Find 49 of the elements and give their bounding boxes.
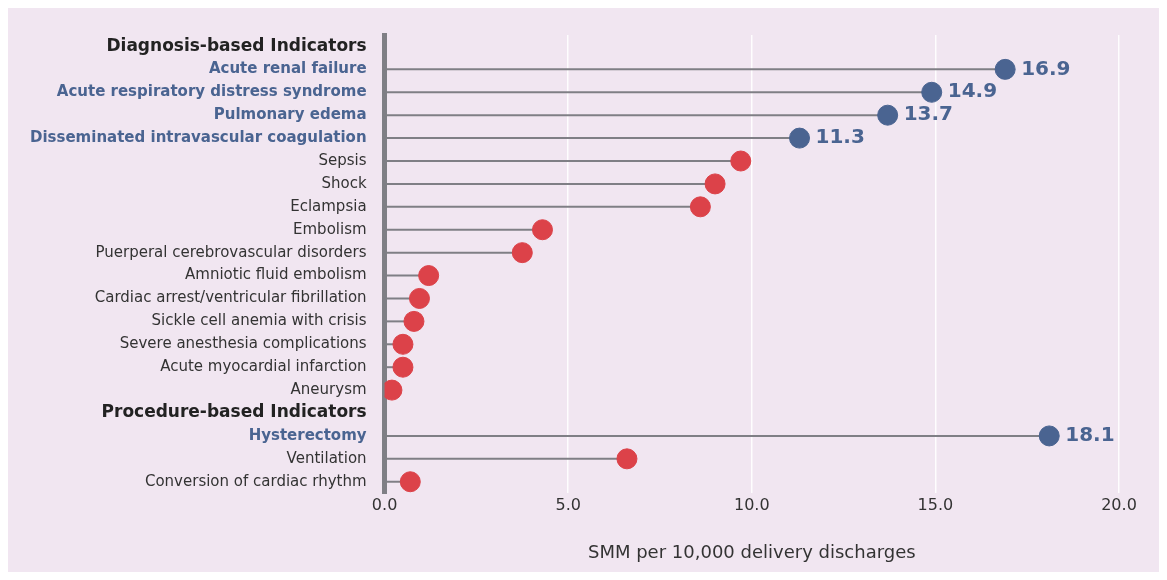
y-tick-label: Cardiac arrest/ventricular fibrillation (94, 288, 367, 307)
x-tick-label: 5.0 (555, 494, 581, 514)
x-tick-label: 20.0 (1101, 494, 1137, 514)
point (418, 265, 440, 287)
point (689, 196, 711, 218)
y-tick-label: Disseminated intravascular coagulation (29, 127, 367, 146)
point (399, 471, 421, 493)
point (921, 81, 943, 103)
y-tick-label: Aneurysm (290, 380, 367, 398)
point (403, 310, 425, 332)
x-tick-label: 15.0 (917, 494, 954, 514)
point (704, 173, 726, 195)
y-tick-label: Pulmonary edema (213, 105, 367, 124)
y-tick-label: Puerperal cerebrovascular disorders (95, 242, 367, 261)
y-tick-label: Shock (321, 173, 367, 192)
y-tick-label: Sepsis (318, 150, 367, 169)
y-tick-label: Procedure-based Indicators (101, 401, 367, 422)
data-label: 14.9 (947, 78, 998, 103)
point (511, 242, 533, 264)
x-axis-title: SMM per 10,000 delivery discharges (587, 540, 916, 562)
point (877, 104, 899, 126)
point (392, 356, 414, 378)
y-tick-label: Acute renal failure (208, 59, 367, 78)
data-label: 16.9 (1021, 55, 1071, 80)
data-label: 13.7 (903, 101, 954, 126)
data-label: 18.1 (1065, 422, 1115, 447)
y-tick-label: Conversion of cardiac rhythm (144, 471, 367, 490)
point (1038, 425, 1060, 447)
y-tick-label: Diagnosis-based Indicators (106, 34, 367, 55)
y-tick-label: Embolism (293, 219, 367, 238)
point (994, 58, 1016, 80)
y-tick-label: Acute respiratory distress syndrome (56, 82, 367, 101)
x-tick-label: 10.0 (733, 494, 770, 514)
y-tick-label: Ventilation (286, 448, 367, 467)
data-label: 11.3 (815, 124, 865, 149)
point (730, 150, 752, 172)
y-tick-label: Acute myocardial infarction (160, 357, 367, 376)
point (384, 379, 403, 401)
point (392, 333, 414, 355)
y-tick-label: Sickle cell anemia with crisis (151, 311, 367, 330)
y-tick-label: Severe anesthesia complications (119, 334, 367, 353)
point (408, 287, 430, 309)
y-tick-label: Eclampsia (290, 196, 367, 215)
point (531, 219, 553, 241)
x-tick-label: 0.0 (371, 494, 398, 514)
y-tick-label: Amniotic fluid embolism (185, 265, 367, 284)
y-tick-label: Hysterectomy (248, 425, 367, 444)
point (616, 448, 638, 470)
point (789, 127, 811, 149)
